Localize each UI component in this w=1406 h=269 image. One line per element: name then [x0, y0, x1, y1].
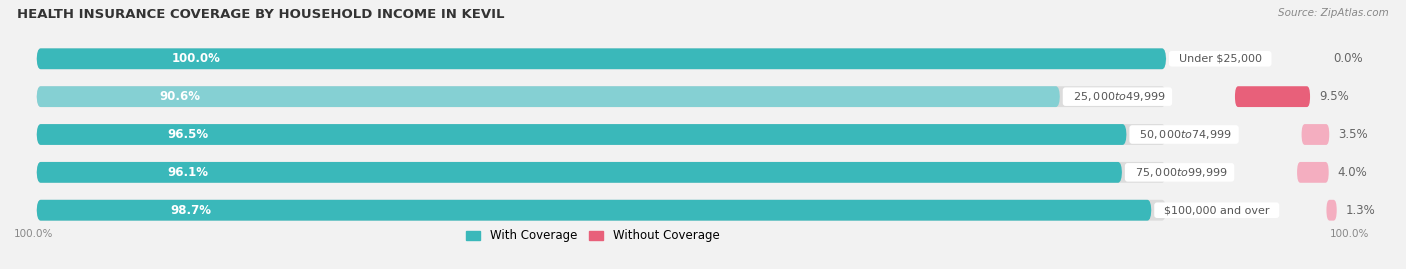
Text: Source: ZipAtlas.com: Source: ZipAtlas.com: [1278, 8, 1389, 18]
Text: $50,000 to $74,999: $50,000 to $74,999: [1132, 128, 1236, 141]
FancyBboxPatch shape: [37, 162, 1166, 183]
FancyBboxPatch shape: [37, 48, 1166, 69]
Text: 100.0%: 100.0%: [14, 229, 53, 239]
Text: 4.0%: 4.0%: [1337, 166, 1368, 179]
FancyBboxPatch shape: [37, 86, 1060, 107]
Text: 96.5%: 96.5%: [167, 128, 208, 141]
FancyBboxPatch shape: [37, 162, 1122, 183]
Text: 98.7%: 98.7%: [170, 204, 211, 217]
FancyBboxPatch shape: [37, 200, 1152, 221]
Text: 100.0%: 100.0%: [172, 52, 221, 65]
FancyBboxPatch shape: [1298, 162, 1329, 183]
Text: $25,000 to $49,999: $25,000 to $49,999: [1066, 90, 1170, 103]
FancyBboxPatch shape: [37, 86, 1166, 107]
Text: HEALTH INSURANCE COVERAGE BY HOUSEHOLD INCOME IN KEVIL: HEALTH INSURANCE COVERAGE BY HOUSEHOLD I…: [17, 8, 505, 21]
FancyBboxPatch shape: [1326, 200, 1337, 221]
FancyBboxPatch shape: [1302, 124, 1329, 145]
FancyBboxPatch shape: [1234, 86, 1310, 107]
Text: $100,000 and over: $100,000 and over: [1157, 205, 1277, 215]
Text: 1.3%: 1.3%: [1346, 204, 1375, 217]
FancyBboxPatch shape: [37, 200, 1166, 221]
Text: 0.0%: 0.0%: [1333, 52, 1362, 65]
Text: $75,000 to $99,999: $75,000 to $99,999: [1128, 166, 1232, 179]
Text: 90.6%: 90.6%: [159, 90, 201, 103]
FancyBboxPatch shape: [37, 48, 1166, 69]
FancyBboxPatch shape: [37, 124, 1166, 145]
Text: 96.1%: 96.1%: [167, 166, 208, 179]
FancyBboxPatch shape: [37, 124, 1126, 145]
Text: 100.0%: 100.0%: [1330, 229, 1369, 239]
Text: Under $25,000: Under $25,000: [1171, 54, 1268, 64]
Legend: With Coverage, Without Coverage: With Coverage, Without Coverage: [461, 225, 724, 247]
Text: 3.5%: 3.5%: [1339, 128, 1368, 141]
Text: 9.5%: 9.5%: [1319, 90, 1348, 103]
